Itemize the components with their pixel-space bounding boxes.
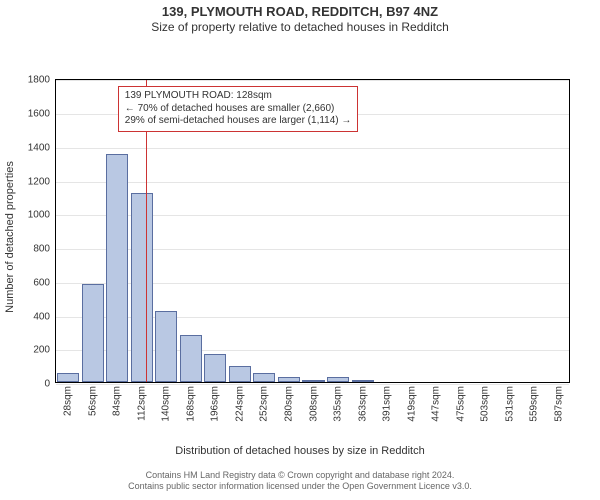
chart-title: 139, PLYMOUTH ROAD, REDDITCH, B97 4NZSiz… [0, 0, 600, 35]
histogram-bar [229, 366, 251, 382]
x-tick-label: 531sqm [504, 386, 515, 422]
x-tick-label: 280sqm [283, 386, 294, 422]
footer-line: Contains HM Land Registry data © Crown c… [0, 470, 600, 481]
x-tick-label: 112sqm [136, 386, 147, 421]
x-axis-label: Distribution of detached houses by size … [0, 445, 600, 457]
y-tick-label: 1000 [28, 210, 50, 221]
histogram-bar [180, 335, 202, 382]
x-tick-label: 475sqm [455, 386, 466, 422]
x-tick-label: 56sqm [87, 386, 98, 416]
y-tick-label: 400 [33, 311, 50, 322]
x-tick-label: 252sqm [259, 386, 270, 422]
x-tick-label: 140sqm [161, 386, 172, 422]
y-tick-label: 1200 [28, 176, 50, 187]
y-tick-label: 0 [44, 379, 50, 390]
footer-line: Contains public sector information licen… [0, 481, 600, 492]
y-tick-label: 1600 [28, 109, 50, 120]
histogram-bar [253, 373, 275, 382]
x-tick-label: 559sqm [529, 386, 540, 422]
x-tick-label: 168sqm [185, 386, 196, 422]
x-tick-label: 196sqm [210, 386, 221, 422]
x-tick-label: 335sqm [333, 386, 344, 422]
plot-area: 02004006008001000120014001600180028sqm56… [55, 79, 570, 383]
y-tick-label: 800 [33, 244, 50, 255]
x-tick-label: 503sqm [480, 386, 491, 422]
chart-area: Number of detached properties 0200400600… [0, 35, 600, 473]
x-tick-label: 363sqm [357, 386, 368, 422]
gridline [56, 182, 569, 183]
histogram-bar [106, 154, 128, 382]
histogram-bar [131, 193, 153, 382]
x-tick-label: 308sqm [308, 386, 319, 422]
histogram-bar [204, 354, 226, 383]
x-tick-label: 587sqm [553, 386, 564, 422]
annotation-line: 29% of semi-detached houses are larger (… [125, 115, 352, 128]
gridline [56, 148, 569, 149]
annotation-line: ← 70% of detached houses are smaller (2,… [125, 103, 352, 116]
histogram-bar [155, 311, 177, 382]
x-tick-label: 224sqm [234, 386, 245, 422]
x-tick-label: 84sqm [112, 386, 123, 416]
y-tick-label: 1400 [28, 142, 50, 153]
annotation-box: 139 PLYMOUTH ROAD: 128sqm← 70% of detach… [118, 86, 359, 132]
title-address: 139, PLYMOUTH ROAD, REDDITCH, B97 4NZ [0, 4, 600, 20]
histogram-bar [82, 284, 104, 382]
x-tick-label: 28sqm [63, 386, 74, 416]
annotation-line: 139 PLYMOUTH ROAD: 128sqm [125, 90, 352, 103]
histogram-bar [278, 377, 300, 382]
y-axis-label: Number of detached properties [4, 161, 16, 313]
x-tick-label: 447sqm [431, 386, 442, 422]
histogram-bar [57, 373, 79, 382]
y-tick-label: 1800 [28, 75, 50, 86]
histogram-bar [302, 380, 324, 383]
x-tick-label: 419sqm [406, 386, 417, 422]
title-subtitle: Size of property relative to detached ho… [0, 20, 600, 35]
x-tick-label: 391sqm [382, 386, 393, 422]
y-tick-label: 200 [33, 345, 50, 356]
gridline [56, 80, 569, 81]
histogram-bar [327, 377, 349, 382]
y-tick-label: 600 [33, 277, 50, 288]
footer-credits: Contains HM Land Registry data © Crown c… [0, 470, 600, 493]
histogram-bar [352, 380, 374, 383]
